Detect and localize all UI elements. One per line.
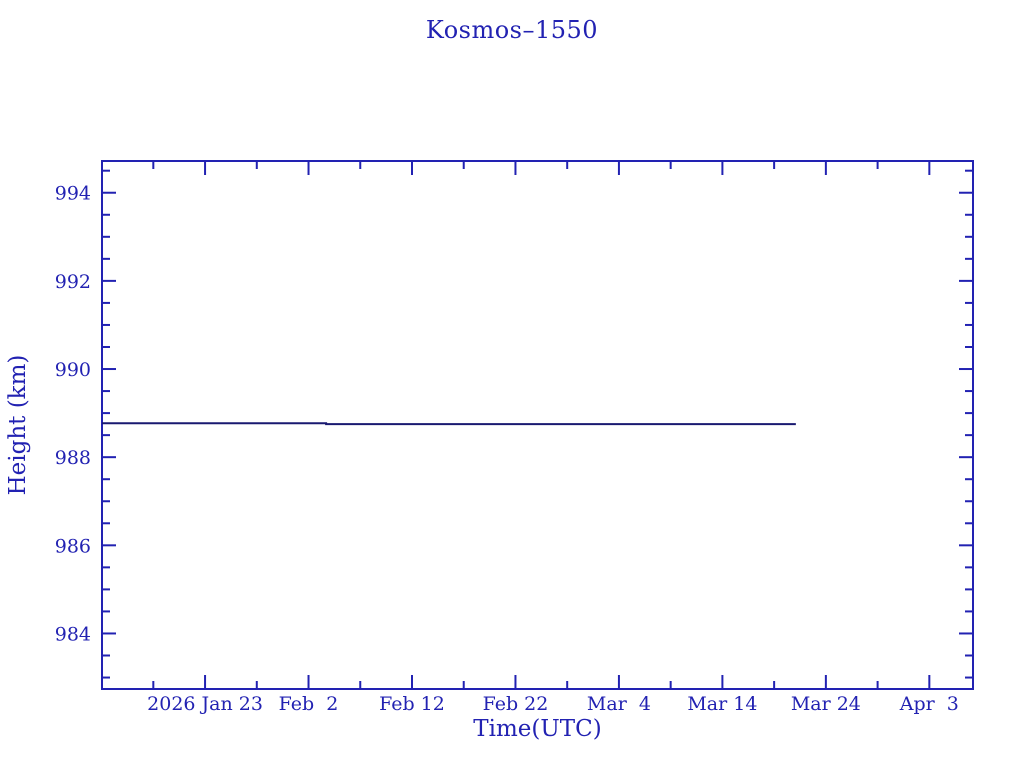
x-tick-label: Mar 24 xyxy=(791,693,861,715)
y-tick-label: 986 xyxy=(55,535,91,557)
x-tick-label: Feb 2 xyxy=(279,693,339,715)
x-tick-label: Feb 22 xyxy=(483,693,549,715)
y-tick-label: 994 xyxy=(55,183,91,205)
x-tick-label: Mar 14 xyxy=(687,693,757,715)
x-axis-label: Time(UTC) xyxy=(473,716,602,742)
x-tick-label: Mar 4 xyxy=(587,693,651,715)
height-line xyxy=(102,422,796,426)
x-tick-label: 2026 Jan 23 xyxy=(147,693,263,715)
y-tick-label: 984 xyxy=(55,623,91,645)
axis-frame xyxy=(101,160,974,690)
y-tick-label: 988 xyxy=(55,447,91,469)
y-tick-label: 992 xyxy=(55,271,91,293)
y-tick-label: 990 xyxy=(55,359,91,381)
x-tick-label: Feb 12 xyxy=(379,693,445,715)
x-tick-label: Apr 3 xyxy=(899,693,959,715)
chart-title: Kosmos–1550 xyxy=(425,16,599,44)
